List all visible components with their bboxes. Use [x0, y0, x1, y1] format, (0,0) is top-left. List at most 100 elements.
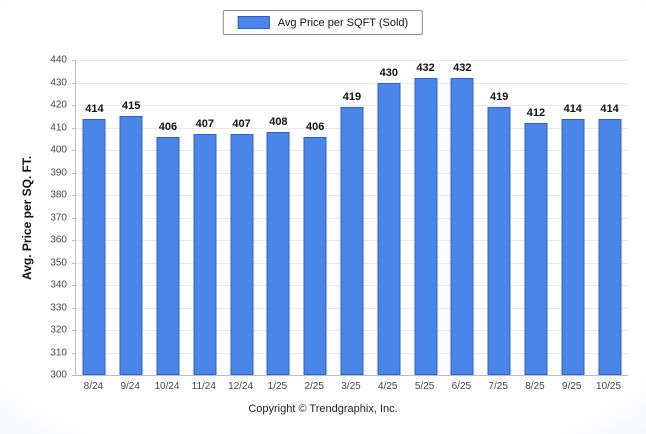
bar: [82, 118, 106, 375]
y-tick-mark: [72, 82, 76, 84]
x-tick-label: 10/25: [596, 381, 622, 392]
x-tick-label: 1/25: [267, 381, 288, 392]
x-tick-label: 8/25: [525, 381, 545, 392]
bar-value-label: 406: [158, 120, 178, 133]
bar: [414, 78, 438, 375]
bar-value-label: 408: [269, 116, 288, 128]
y-tick-mark: [72, 172, 76, 174]
bar: [119, 116, 143, 375]
y-tick-label: 390: [50, 167, 67, 178]
bar-value-label: 432: [416, 62, 435, 74]
bar-series: 414 415 406 407 407 408 406 419 430 432 432 419 412 4…: [76, 60, 628, 375]
bar: [598, 118, 622, 375]
bar-slot: 432: [407, 60, 444, 375]
bar-slot: 414: [76, 60, 113, 375]
y-tick-mark: [72, 217, 76, 219]
y-axis-tick-labels: 300 310 320 330 340 350 360 370 380 390 400 410 420 4…: [0, 55, 75, 381]
y-tick-mark: [72, 127, 76, 129]
bar-slot: 432: [444, 60, 481, 375]
y-tick-label: 340: [50, 279, 67, 291]
y-tick-mark: [72, 262, 76, 264]
bar-slot: 414: [591, 60, 628, 375]
bar: [193, 134, 217, 375]
plot-area: 414 415 406 407 407 408 406 419 430 432 432 419 412 4…: [72, 60, 628, 376]
y-tick-label: 370: [50, 212, 67, 223]
y-tick-mark: [72, 375, 76, 376]
y-tick-mark: [72, 240, 76, 241]
y-tick-label: 430: [50, 77, 67, 88]
y-tick-mark: [72, 105, 76, 106]
footer-text: Copyright © Trendgraphix, Inc.: [248, 403, 398, 415]
x-tick-label: 2/25: [304, 381, 324, 392]
bar-value-label: 407: [195, 118, 214, 131]
bar-slot: 415: [113, 60, 150, 375]
bar-value-label: 432: [453, 62, 472, 74]
bar: [487, 107, 511, 375]
y-tick-label: 300: [50, 369, 67, 381]
bar: [561, 118, 585, 375]
y-tick-label: 360: [50, 234, 67, 246]
bar: [377, 82, 401, 375]
y-tick-mark: [72, 330, 76, 331]
x-tick-label: 9/24: [120, 381, 140, 392]
bar: [303, 136, 327, 375]
bar-value-label: 414: [600, 102, 619, 115]
bar-slot: 419: [334, 60, 371, 375]
gridline: [76, 105, 628, 106]
y-tick-mark: [72, 307, 76, 309]
x-tick-label: 6/25: [451, 381, 472, 392]
bar: [266, 132, 290, 375]
bar-value-label: 414: [563, 102, 582, 115]
x-tick-label: 8/24: [83, 381, 104, 392]
bar-slot: 408: [260, 60, 297, 375]
y-tick-label: 400: [50, 144, 67, 156]
bar-slot: 419: [481, 60, 518, 375]
y-tick-mark: [72, 60, 76, 61]
x-tick-label: 11/24: [191, 381, 216, 392]
bar-slot: 406: [297, 60, 334, 375]
bar-slot: 412: [518, 60, 555, 375]
y-tick-mark: [72, 285, 76, 286]
y-tick-label: 350: [50, 257, 67, 268]
x-tick-label: 9/25: [562, 381, 582, 392]
x-tick-label: 12/24: [228, 381, 254, 392]
bar-value-label: 419: [489, 91, 509, 104]
y-tick-label: 420: [50, 99, 67, 111]
bar-value-label: 407: [232, 118, 251, 131]
x-tick-label: 4/25: [378, 381, 398, 392]
x-axis-labels: 8/24 9/24 10/24 11/24 12/24 1/25 2/25 3/25 4/25 5…: [75, 381, 627, 392]
x-tick-label: 10/24: [154, 381, 180, 392]
x-tick-label: 5/25: [414, 381, 435, 392]
bar: [156, 136, 180, 375]
legend: Avg Price per SQFT (Sold): [222, 10, 424, 35]
y-tick-label: 410: [50, 122, 67, 133]
bar: [450, 78, 474, 375]
gridline: [76, 82, 628, 84]
legend-swatch: [237, 16, 270, 29]
bar-value-label: 419: [342, 91, 362, 104]
bar-slot: 406: [150, 60, 187, 375]
bar-slot: 430: [370, 60, 407, 375]
bar-slot: 407: [223, 60, 260, 375]
y-tick-mark: [72, 195, 76, 196]
y-tick-label: 330: [50, 302, 67, 313]
bar-value-label: 414: [85, 102, 104, 115]
y-tick-mark: [72, 352, 76, 354]
bar-value-label: 406: [305, 120, 325, 133]
bar-value-label: 415: [122, 100, 141, 113]
x-tick-label: 3/25: [341, 381, 361, 392]
y-tick-label: 440: [50, 54, 67, 66]
y-tick-label: 310: [50, 347, 67, 358]
y-tick-label: 380: [50, 189, 67, 201]
gridline: [76, 60, 628, 61]
bar: [230, 134, 254, 375]
bar-slot: 414: [554, 60, 591, 375]
x-tick-label: 7/25: [488, 381, 508, 392]
bar-slot: 407: [186, 60, 223, 375]
bar: [524, 123, 548, 375]
bar-value-label: 412: [526, 107, 546, 119]
y-tick-label: 320: [50, 324, 67, 336]
y-tick-mark: [72, 150, 76, 151]
bar: [340, 107, 364, 375]
